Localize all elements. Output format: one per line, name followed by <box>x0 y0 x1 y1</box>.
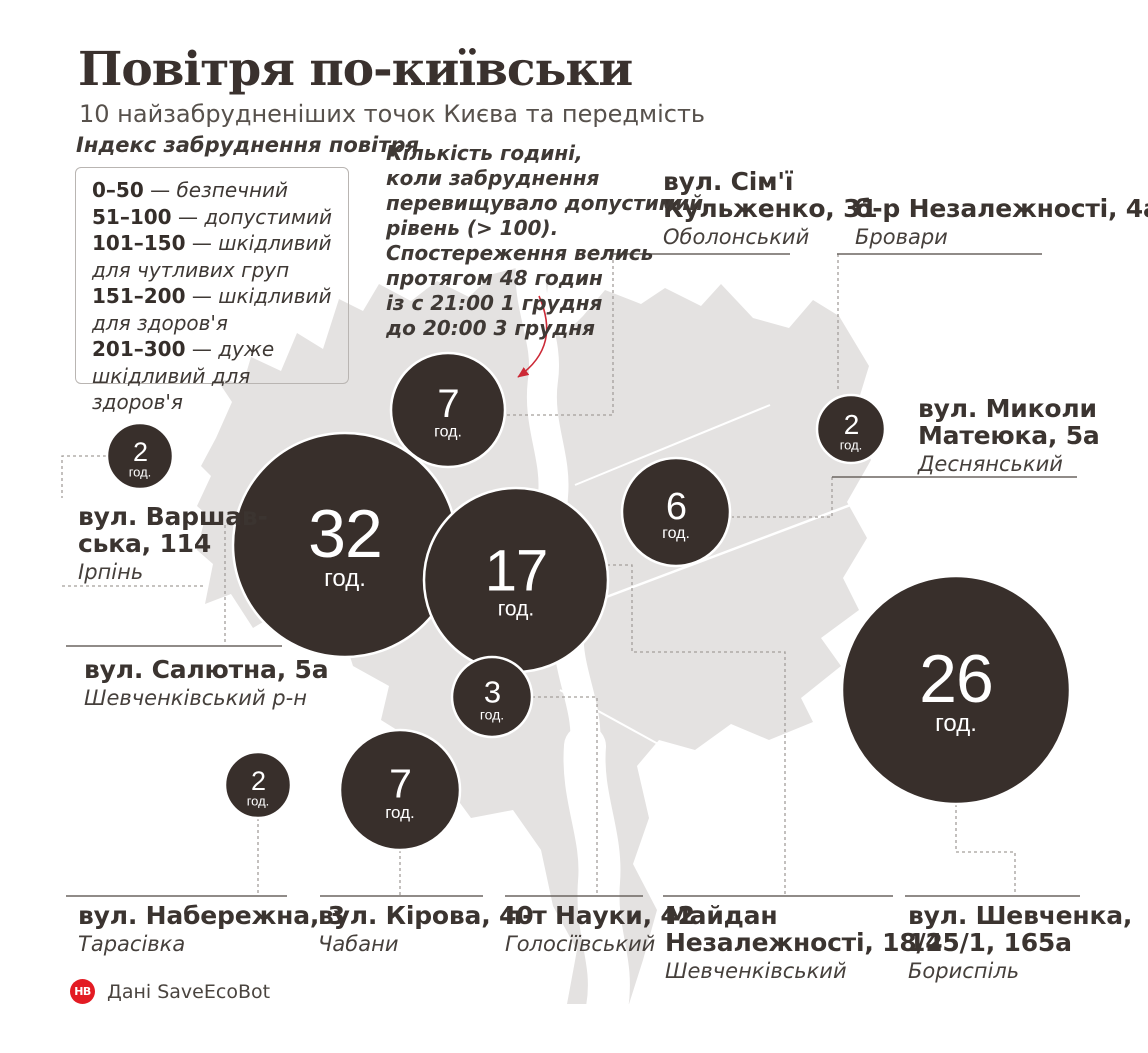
bubble-circle-holosiivskyi <box>450 655 534 739</box>
bubble-unit-irpin: год. <box>129 464 152 479</box>
legend-header: Індекс забруднення повітря <box>76 133 419 157</box>
legend-item-2: 101–150 — шкідливий для чутливих груп <box>92 231 332 282</box>
bubble-hours-holosiivskyi: 3 <box>484 675 500 710</box>
dnipro-river-south <box>563 725 630 1029</box>
bubble-hours-irpin: 2 <box>133 437 147 467</box>
leader-saliutna <box>224 523 236 645</box>
bubble-hours-tarasivka: 2 <box>251 766 265 796</box>
road-line <box>574 404 771 486</box>
footer: НВ Дані SaveEcoBot <box>70 979 270 1004</box>
nv-logo: НВ <box>70 979 95 1004</box>
bubble-hours-brovary: 2 <box>844 409 859 440</box>
bubble-unit-chabany: год. <box>385 803 415 822</box>
bubble-circle-chabany <box>338 728 462 852</box>
bubble-unit-maidan: год. <box>498 598 535 621</box>
bubble-hours-chabany: 7 <box>389 760 411 806</box>
leader-boryspil <box>955 804 1016 895</box>
legend-item-1: 51–100 — допустимий <box>92 204 333 229</box>
bubble-unit-holosiivskyi: год. <box>480 706 504 722</box>
bubble-circle-irpin <box>105 421 175 491</box>
legend-box: 0–50 — безпечний 51–100 — допустимий 101–1… <box>75 167 349 414</box>
page-title: Повітря по-київськи <box>78 42 633 97</box>
annotation-text: Кількість годині, коли забруднення перев… <box>386 141 704 340</box>
legend-item-4: 201–300 — дуже шкідливий для здоров'я <box>92 337 275 414</box>
bubble-unit-brovary: год. <box>840 438 863 453</box>
bubble-circle-obolonskyi <box>389 351 507 469</box>
leader-desnianskyi <box>732 477 833 518</box>
road-line <box>559 689 661 746</box>
bubble-circle-desnianskyi <box>620 456 732 568</box>
bubble-unit-obolonskyi: год. <box>434 423 462 440</box>
leader-irpin <box>61 455 106 498</box>
bubble-circle-tarasivka <box>223 750 293 820</box>
data-credit: Дані SaveEcoBot <box>107 980 271 1003</box>
bubble-hours-obolonskyi: 7 <box>437 382 458 426</box>
legend-item-3: 151–200 — шкідливий для здоров'я <box>92 284 332 335</box>
bubble-hours-boryspil: 26 <box>919 641 993 717</box>
bubble-unit-boryspil: год. <box>935 710 977 737</box>
bubble-unit-tarasivka: год. <box>247 793 270 808</box>
bubble-circle-brovary <box>815 393 887 465</box>
page-subtitle: 10 найзабрудненіших точок Києва та перед… <box>79 100 706 128</box>
bubble-hours-desnianskyi: 6 <box>666 486 686 528</box>
bubble-unit-saliutna: год. <box>324 565 366 592</box>
bubble-hours-saliutna: 32 <box>308 496 382 572</box>
legend-item-0: 0–50 — безпечний <box>92 178 289 202</box>
bubble-circle-boryspil <box>840 574 1072 806</box>
bubble-hours-maidan: 17 <box>485 538 548 603</box>
bubble-unit-desnianskyi: год. <box>662 525 690 542</box>
annotation-arrow-icon <box>517 295 548 378</box>
legend-items: 0–50 — безпечний 51–100 — допустимий 101–1… <box>92 177 348 416</box>
